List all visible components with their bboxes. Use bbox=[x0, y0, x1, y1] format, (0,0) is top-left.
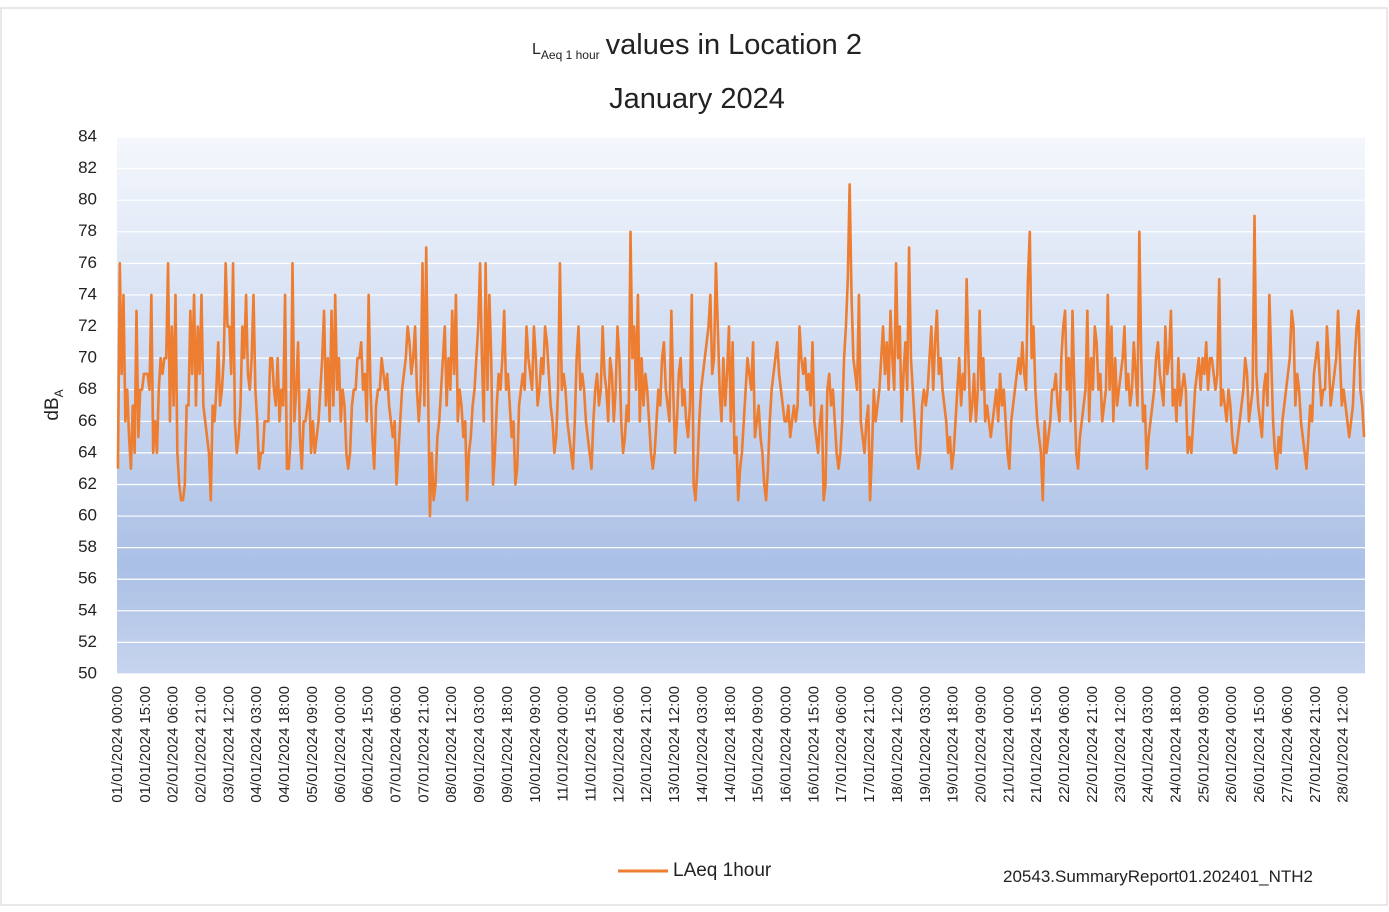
x-tick-label: 17/01/2024 06:00 bbox=[833, 686, 850, 803]
x-tick-label: 16/01/2024 15:00 bbox=[805, 686, 822, 803]
y-tick-label: 50 bbox=[78, 663, 97, 682]
legend-label: LAeq 1hour bbox=[673, 860, 772, 881]
x-tick-label: 22/01/2024 21:00 bbox=[1084, 686, 1101, 803]
x-tick-label: 26/01/2024 15:00 bbox=[1251, 686, 1268, 803]
y-tick-label: 68 bbox=[78, 379, 97, 398]
y-tick-label: 78 bbox=[78, 221, 97, 240]
x-tick-label: 22/01/2024 06:00 bbox=[1056, 686, 1073, 803]
x-tick-label: 19/01/2024 03:00 bbox=[917, 686, 934, 803]
x-tick-label: 05/01/2024 09:00 bbox=[304, 686, 321, 803]
y-tick-label: 54 bbox=[78, 600, 97, 619]
x-tick-label: 24/01/2024 18:00 bbox=[1167, 686, 1184, 803]
y-tick-label: 52 bbox=[78, 632, 97, 651]
title-sub: Aeq 1 hour bbox=[541, 48, 600, 62]
x-tick-label: 06/01/2024 15:00 bbox=[360, 686, 377, 803]
x-tick-label: 02/01/2024 21:00 bbox=[192, 686, 209, 803]
x-tick-label: 11/01/2024 15:00 bbox=[582, 686, 599, 802]
x-tick-label: 09/01/2024 03:00 bbox=[471, 686, 488, 803]
x-tick-label: 24/01/2024 03:00 bbox=[1140, 686, 1157, 803]
y-tick-label: 84 bbox=[78, 126, 97, 145]
footnote: 20543.SummaryReport01.202401_NTH2 bbox=[1003, 867, 1313, 886]
x-tick-label: 12/01/2024 06:00 bbox=[610, 686, 627, 803]
y-tick-label: 70 bbox=[78, 348, 97, 367]
y-tick-label: 60 bbox=[78, 506, 97, 525]
y-tick-label: 74 bbox=[78, 284, 97, 303]
y-tick-label: 80 bbox=[78, 190, 97, 209]
x-tick-label: 04/01/2024 18:00 bbox=[276, 686, 293, 803]
x-tick-label: 15/01/2024 09:00 bbox=[750, 686, 767, 803]
title-lead: L bbox=[532, 41, 541, 58]
x-tick-label: 14/01/2024 18:00 bbox=[722, 686, 739, 803]
y-axis-label: dBA bbox=[42, 389, 66, 420]
y-label-lead: dB bbox=[42, 397, 63, 420]
x-tick-label: 01/01/2024 00:00 bbox=[109, 686, 126, 803]
x-tick-label: 10/01/2024 09:00 bbox=[527, 686, 544, 803]
x-tick-label: 02/01/2024 06:00 bbox=[165, 686, 182, 803]
x-tick-label: 17/01/2024 21:00 bbox=[861, 686, 878, 803]
chart-title: LAeq 1 hour values in Location 2 bbox=[532, 29, 862, 62]
x-tick-label: 18/01/2024 12:00 bbox=[889, 686, 906, 803]
chart-subtitle: January 2024 bbox=[609, 83, 785, 115]
y-tick-label: 62 bbox=[78, 474, 97, 493]
x-tick-label: 08/01/2024 12:00 bbox=[443, 686, 460, 803]
x-tick-label: 23/01/2024 12:00 bbox=[1112, 686, 1129, 803]
y-tick-label: 66 bbox=[78, 411, 97, 430]
x-tick-label: 12/01/2024 21:00 bbox=[638, 686, 655, 803]
x-tick-label: 27/01/2024 06:00 bbox=[1279, 686, 1296, 803]
y-tick-label: 72 bbox=[78, 316, 97, 335]
x-tick-label: 28/01/2024 12:00 bbox=[1335, 686, 1352, 803]
x-tick-label: 07/01/2024 06:00 bbox=[387, 686, 404, 803]
x-tick-label: 07/01/2024 21:00 bbox=[415, 686, 432, 803]
y-tick-label: 82 bbox=[78, 158, 97, 177]
data-line bbox=[116, 183, 1366, 518]
y-tick-label: 64 bbox=[78, 442, 97, 461]
x-tick-label: 21/01/2024 00:00 bbox=[1000, 686, 1017, 803]
y-tick-label: 76 bbox=[78, 253, 97, 272]
x-tick-label: 20/01/2024 09:00 bbox=[972, 686, 989, 803]
x-tick-label: 11/01/2024 00:00 bbox=[555, 686, 572, 802]
x-tick-label: 03/01/2024 12:00 bbox=[220, 686, 237, 803]
x-tick-label: 06/01/2024 00:00 bbox=[332, 686, 349, 803]
x-tick-label: 04/01/2024 03:00 bbox=[248, 686, 265, 803]
x-tick-label: 13/01/2024 12:00 bbox=[666, 686, 683, 803]
x-tick-label: 14/01/2024 03:00 bbox=[694, 686, 711, 803]
x-tick-label: 09/01/2024 18:00 bbox=[499, 686, 516, 803]
y-label-sub: A bbox=[52, 389, 66, 397]
y-tick-label: 56 bbox=[78, 569, 97, 588]
x-tick-label: 27/01/2024 21:00 bbox=[1307, 686, 1324, 803]
x-tick-label: 16/01/2024 00:00 bbox=[777, 686, 794, 803]
x-tick-label: 26/01/2024 00:00 bbox=[1223, 686, 1240, 803]
y-tick-label: 58 bbox=[78, 537, 97, 556]
x-tick-label: 25/01/2024 09:00 bbox=[1195, 686, 1212, 803]
x-tick-label: 21/01/2024 15:00 bbox=[1028, 686, 1045, 803]
x-tick-label: 01/01/2024 15:00 bbox=[137, 686, 154, 803]
x-tick-label: 19/01/2024 18:00 bbox=[945, 686, 962, 803]
title-rest: values in Location 2 bbox=[606, 29, 862, 61]
